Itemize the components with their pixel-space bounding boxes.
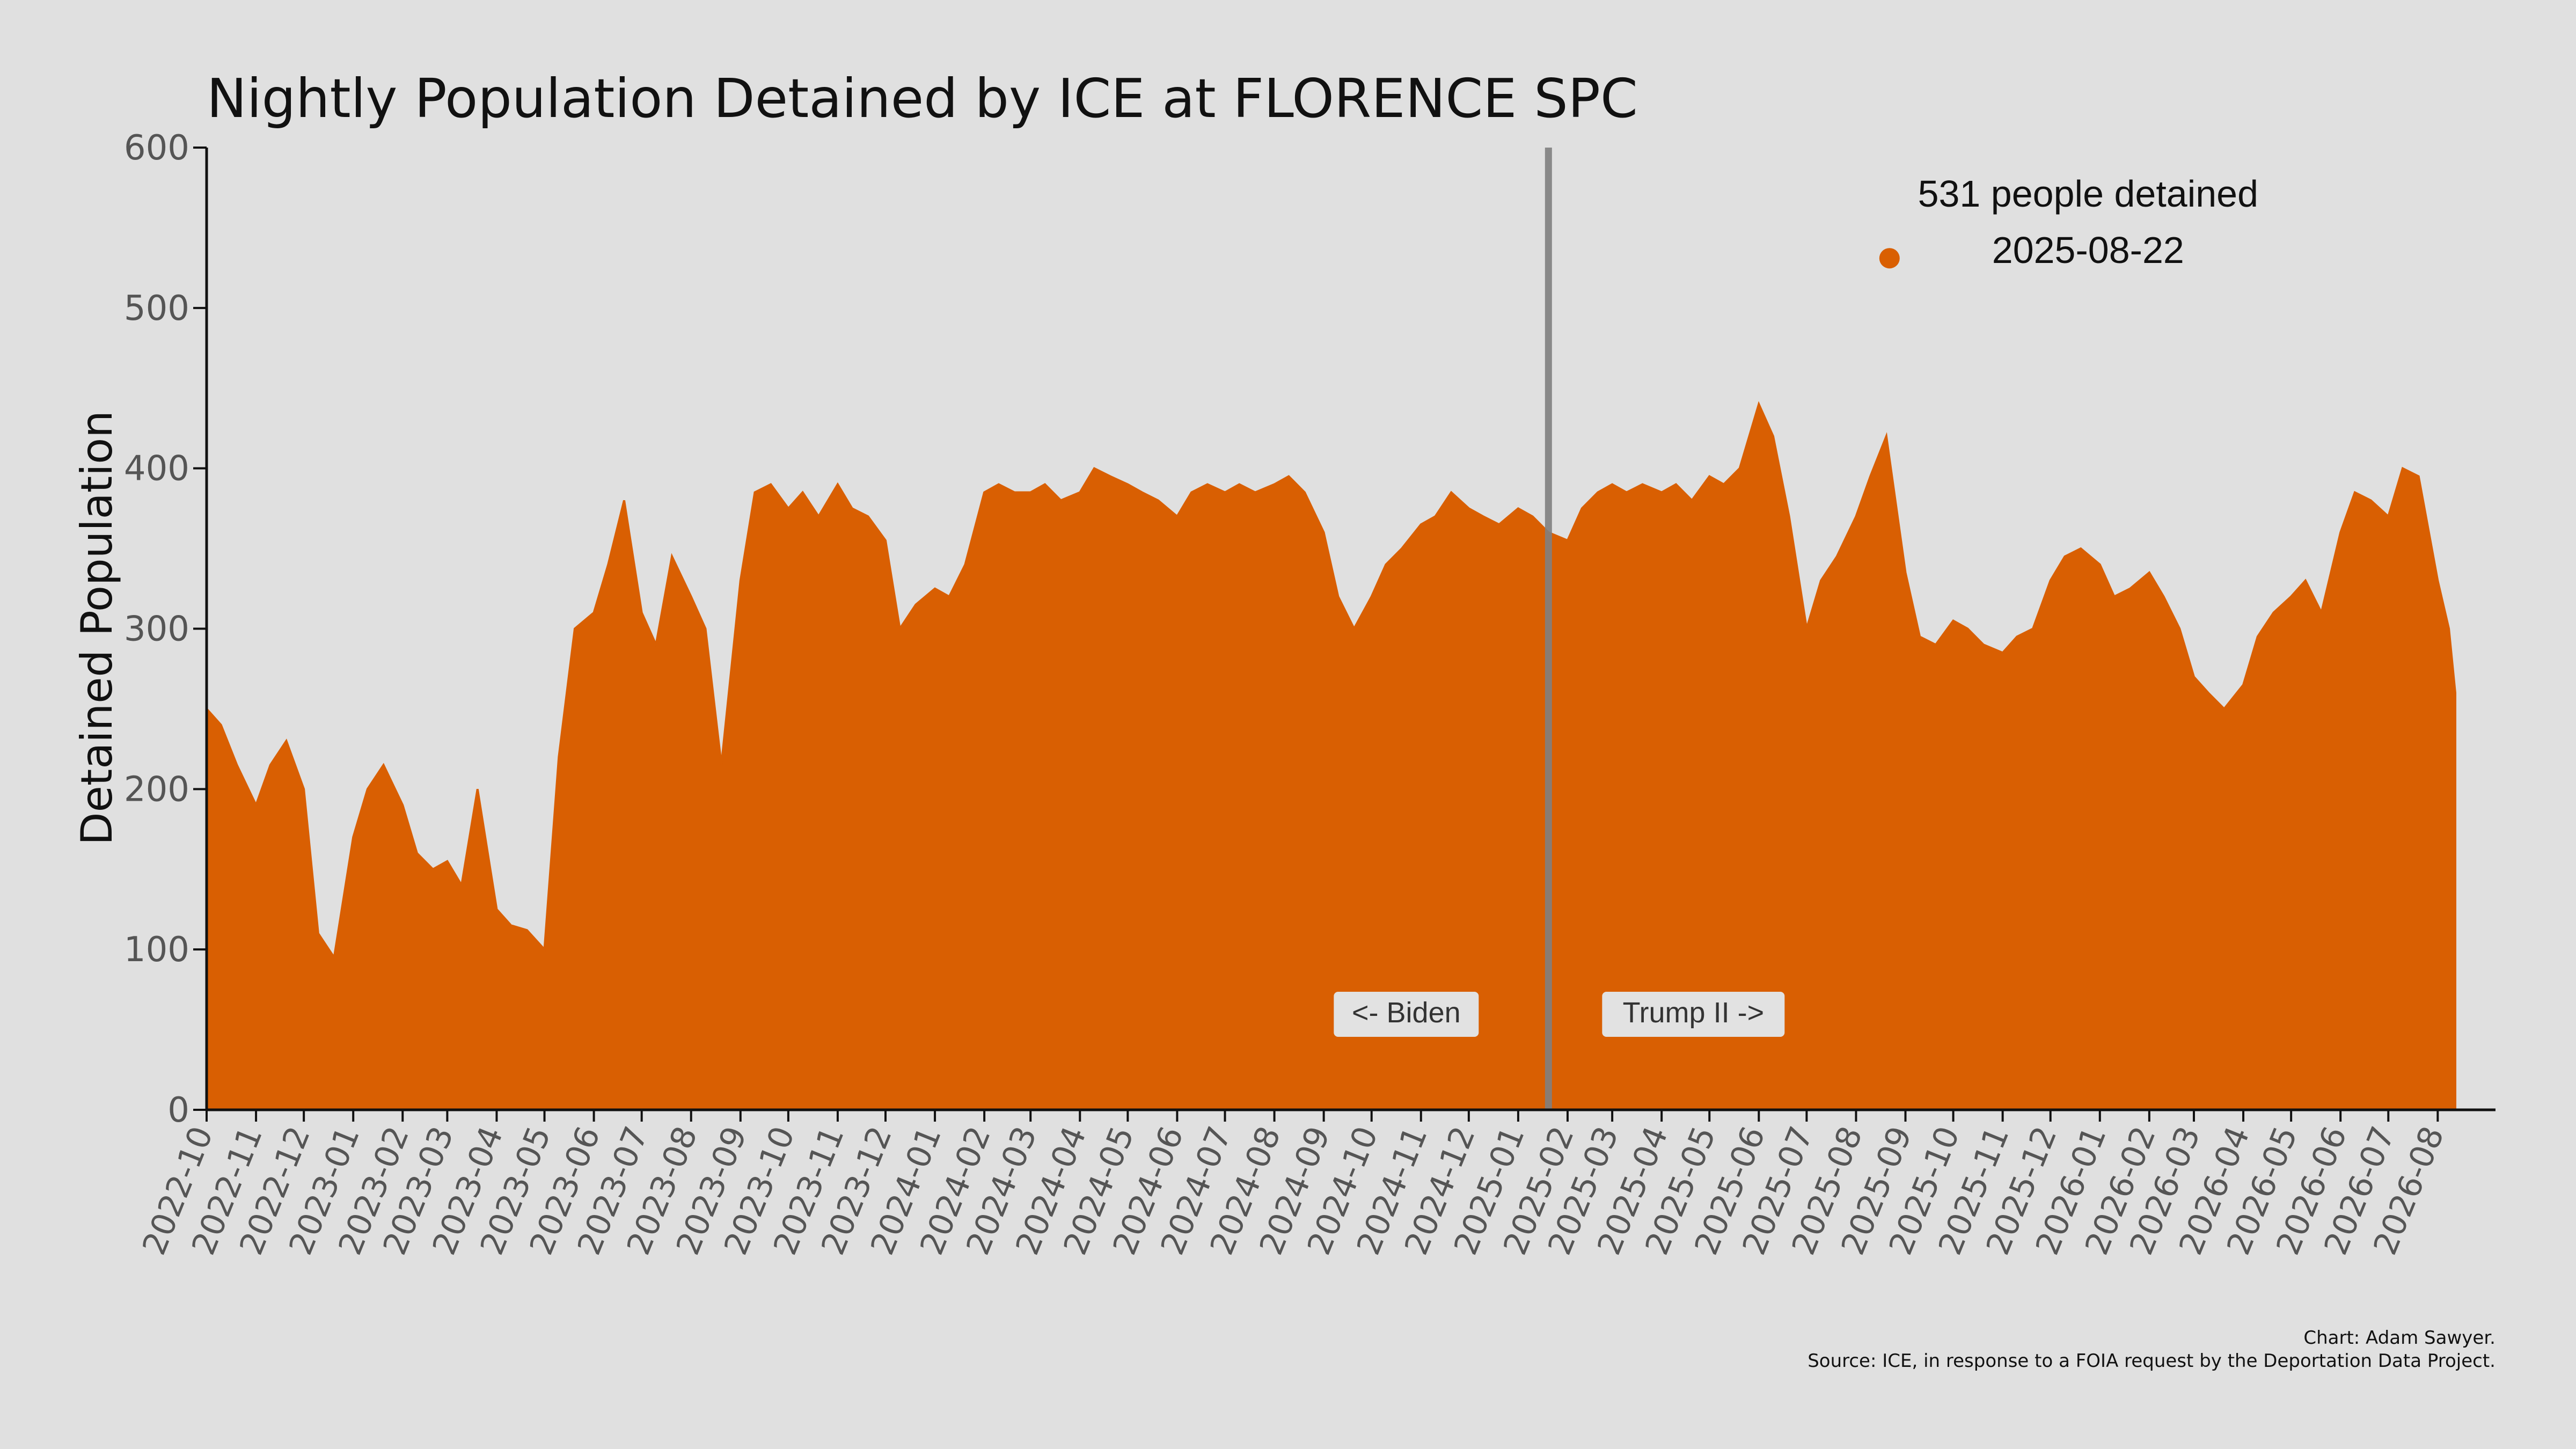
max-date-label: 2025-08-22 [1992, 229, 2184, 271]
credit-source: Source: ICE, in response to a FOIA reque… [1807, 1350, 2496, 1372]
y-tick-label: 600 [124, 128, 189, 168]
annotations: <- Biden Trump II -> [1334, 992, 1785, 1037]
y-tick-label: 400 [124, 449, 189, 489]
series-area-path [206, 401, 2456, 1111]
max-value-label: 531 people detained [1918, 173, 2258, 215]
y-tick-label: 100 [124, 930, 189, 970]
y-tick-label: 200 [124, 770, 189, 809]
trump-annotation-box [1602, 992, 1785, 1037]
credit-author: Chart: Adam Sawyer. [2303, 1327, 2496, 1349]
chart-title: Nightly Population Detained by ICE at FL… [207, 67, 1638, 130]
series-area [206, 401, 2456, 1111]
y-ticks: 0 100 200 300 400 500 600 [124, 128, 207, 1130]
max-point-marker [1879, 248, 1900, 269]
y-tick-label: 0 [167, 1091, 189, 1130]
y-axis-label: Detained Population [72, 411, 122, 845]
max-marker-layer: 531 people detained 2025-08-22 [1879, 173, 2258, 271]
y-tick-label: 300 [124, 610, 189, 649]
x-ticks: 2022-102022-112022-122023-012023-022023-… [135, 1110, 2451, 1260]
y-tick-label: 500 [124, 289, 189, 328]
biden-annotation-label: <- Biden [1352, 997, 1461, 1029]
trump-annotation-label: Trump II -> [1623, 997, 1765, 1029]
biden-annotation-box [1334, 992, 1479, 1037]
